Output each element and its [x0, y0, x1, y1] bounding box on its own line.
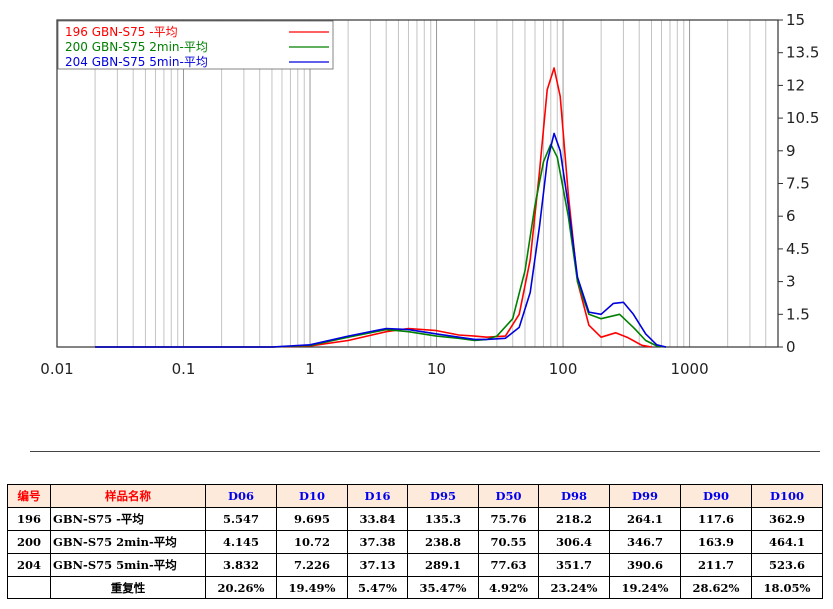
col-header-d10: D10	[275, 484, 348, 508]
table-cell: 211.7	[679, 553, 752, 577]
col-header-id: 编号	[7, 484, 51, 508]
table-cell: 523.6	[750, 553, 824, 577]
series-lines	[95, 67, 667, 348]
table-cell: 351.7	[538, 553, 610, 577]
legend-label: 200 GBN-S75 2min-平均	[65, 40, 208, 54]
y-tick-label: 13.5	[786, 44, 819, 62]
table-cell: 289.1	[407, 553, 479, 577]
col-header-d50: D50	[477, 484, 540, 508]
table-cell: 37.38	[346, 530, 409, 554]
table-row: 204 GBN-S75 5min-平均 3.832 7.226 37.13 28…	[7, 553, 824, 577]
table-cell: 3.832	[205, 553, 277, 577]
table-cell: 19.49%	[275, 576, 348, 599]
col-header-sample-name: 样品名称	[50, 484, 206, 508]
y-tick-label: 0	[786, 338, 796, 356]
col-header-d98: D98	[538, 484, 610, 508]
table-cell: 306.4	[538, 530, 610, 554]
table-row: 196 GBN-S75 -平均 5.547 9.695 33.84 135.3 …	[7, 507, 824, 531]
y-tick-label: 6	[786, 207, 796, 225]
table-cell: 390.6	[609, 553, 681, 577]
y-tick-label: 1.5	[786, 305, 810, 323]
table-cell: 70.55	[477, 530, 540, 554]
x-tick-label: 1000	[670, 360, 708, 378]
table-cell: 18.05%	[750, 576, 824, 599]
y-tick-label: 12	[786, 76, 805, 94]
row-id: 204	[7, 553, 51, 577]
section-divider	[30, 451, 820, 452]
y-tick-label: 10.5	[786, 109, 819, 127]
x-axis-ticks: 0.01 0.1 1 10 100 1000	[40, 360, 708, 378]
row-sample-name: GBN-S75 5min-平均	[50, 553, 206, 577]
col-header-d95: D95	[407, 484, 479, 508]
table-cell: 346.7	[609, 530, 681, 554]
x-tick-label: 10	[427, 360, 446, 378]
row-sample-name: GBN-S75 -平均	[50, 507, 206, 531]
row-id: 196	[7, 507, 51, 531]
row-sample-name: GBN-S75 2min-平均	[50, 530, 206, 554]
y-tick-label: 9	[786, 142, 796, 160]
table-cell: 23.24%	[538, 576, 610, 599]
table-cell: 218.2	[538, 507, 610, 531]
col-header-d100: D100	[750, 484, 824, 508]
table-cell: 7.226	[275, 553, 348, 577]
table-cell: 19.24%	[609, 576, 681, 599]
row-id: 200	[7, 530, 51, 554]
table-cell: 9.695	[275, 507, 348, 531]
legend-label: 196 GBN-S75 -平均	[65, 25, 178, 39]
table-cell: 33.84	[346, 507, 409, 531]
y-tick-label: 4.5	[786, 240, 810, 258]
table-cell: 4.145	[205, 530, 277, 554]
x-tick-label: 0.1	[172, 360, 196, 378]
table-cell: 35.47%	[407, 576, 479, 599]
table-cell: 5.47%	[346, 576, 409, 599]
table-cell: 75.76	[477, 507, 540, 531]
y-tick-label: 3	[786, 273, 796, 291]
col-header-d16: D16	[346, 484, 409, 508]
table-cell: 117.6	[679, 507, 752, 531]
repeatability-row: 重复性 20.26% 19.49% 5.47% 35.47% 4.92% 23.…	[7, 576, 824, 599]
col-header-d90: D90	[679, 484, 752, 508]
legend-box	[57, 20, 334, 70]
repeatability-label: 重复性	[50, 576, 206, 599]
x-tick-label: 1	[305, 360, 315, 378]
table-header-row: 编号 样品名称 D06 D10 D16 D95 D50 D98 D99 D90 …	[7, 484, 824, 508]
table-cell: 77.63	[477, 553, 540, 577]
chart-grid	[94, 20, 767, 347]
series-line-3	[95, 132, 667, 348]
x-tick-label: 100	[549, 360, 578, 378]
table-cell: 464.1	[750, 530, 824, 554]
y-tick-label: 15	[786, 11, 805, 29]
series-line-1	[95, 67, 652, 348]
table-cell: 5.547	[205, 507, 277, 531]
statistics-table: 编号 样品名称 D06 D10 D16 D95 D50 D98 D99 D90 …	[7, 484, 824, 599]
table-cell: 37.13	[346, 553, 409, 577]
y-tick-label: 7.5	[786, 175, 810, 193]
table-cell: 264.1	[609, 507, 681, 531]
x-tick-label: 0.01	[40, 360, 73, 378]
table-cell: 10.72	[275, 530, 348, 554]
col-header-d99: D99	[609, 484, 681, 508]
table-cell: 28.62%	[679, 576, 752, 599]
table-cell: 20.26%	[205, 576, 277, 599]
table-row: 200 GBN-S75 2min-平均 4.145 10.72 37.38 23…	[7, 530, 824, 554]
table-cell: 163.9	[679, 530, 752, 554]
y-axis-ticks: 0 1.5 3 4.5 6 7.5 9 10.5 12 13.5 15	[778, 11, 819, 356]
legend-label: 204 GBN-S75 5min-平均	[65, 55, 208, 69]
series-line-2	[95, 143, 666, 348]
row-id-empty	[7, 576, 51, 599]
table-cell: 362.9	[750, 507, 824, 531]
table-cell: 4.92%	[477, 576, 540, 599]
table-cell: 135.3	[407, 507, 479, 531]
table-cell: 238.8	[407, 530, 479, 554]
col-header-d06: D06	[205, 484, 277, 508]
